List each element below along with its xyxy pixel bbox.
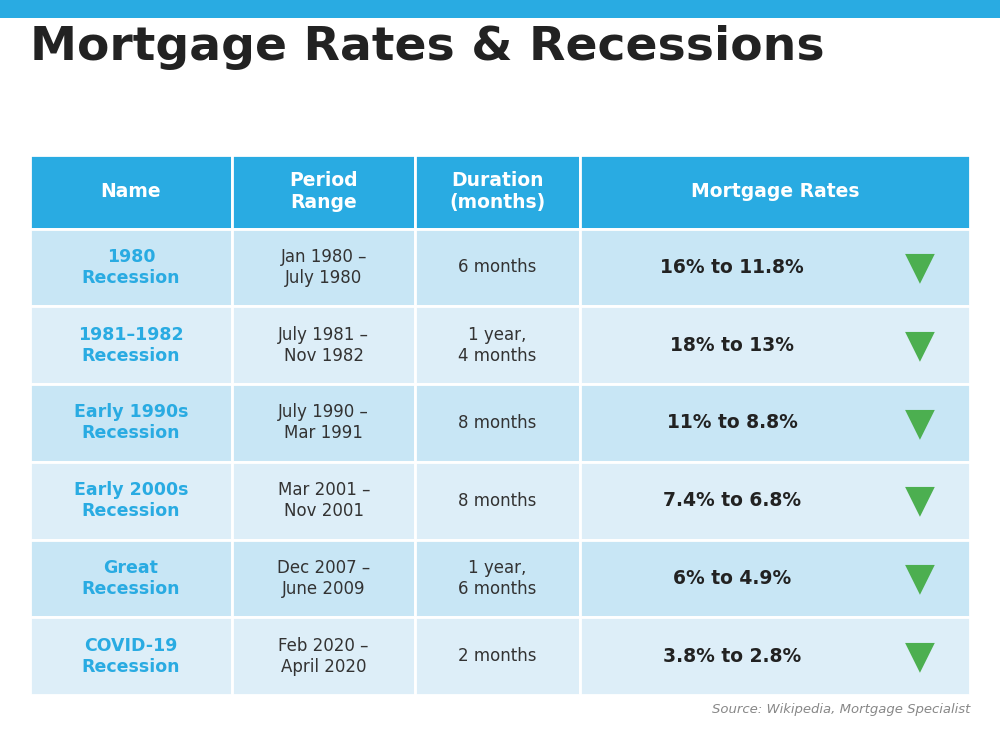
FancyBboxPatch shape: [415, 229, 580, 306]
FancyBboxPatch shape: [580, 462, 970, 539]
Text: COVID-19
Recession: COVID-19 Recession: [82, 637, 180, 676]
Text: Feb 2020 –
April 2020: Feb 2020 – April 2020: [278, 637, 369, 676]
Text: Source: Wikipedia, Mortgage Specialist: Source: Wikipedia, Mortgage Specialist: [712, 703, 970, 715]
FancyBboxPatch shape: [232, 229, 415, 306]
FancyBboxPatch shape: [415, 617, 580, 695]
Text: 2 months: 2 months: [458, 647, 537, 665]
Text: Mortgage Rates & Recessions: Mortgage Rates & Recessions: [30, 26, 825, 70]
FancyBboxPatch shape: [30, 462, 232, 539]
Text: 6 months: 6 months: [458, 259, 537, 277]
Text: ▼: ▼: [905, 482, 935, 520]
Text: ▼: ▼: [905, 637, 935, 675]
FancyBboxPatch shape: [232, 155, 415, 229]
FancyBboxPatch shape: [232, 462, 415, 539]
Text: ▼: ▼: [905, 326, 935, 364]
Text: July 1981 –
Nov 1982: July 1981 – Nov 1982: [278, 326, 369, 364]
Text: 6% to 4.9%: 6% to 4.9%: [673, 568, 791, 588]
FancyBboxPatch shape: [232, 306, 415, 384]
Text: 7.4% to 6.8%: 7.4% to 6.8%: [663, 491, 801, 510]
FancyBboxPatch shape: [30, 539, 232, 617]
FancyBboxPatch shape: [30, 306, 232, 384]
Text: Jan 1980 –
July 1980: Jan 1980 – July 1980: [280, 248, 367, 286]
FancyBboxPatch shape: [580, 306, 970, 384]
Text: Early 2000s
Recession: Early 2000s Recession: [74, 482, 188, 520]
Text: ▼: ▼: [905, 560, 935, 597]
Text: 1 year,
6 months: 1 year, 6 months: [458, 559, 537, 598]
FancyBboxPatch shape: [415, 306, 580, 384]
FancyBboxPatch shape: [580, 384, 970, 462]
FancyBboxPatch shape: [232, 617, 415, 695]
Text: 1981–1982
Recession: 1981–1982 Recession: [78, 326, 184, 364]
Text: ▼: ▼: [905, 404, 935, 442]
Text: 3.8% to 2.8%: 3.8% to 2.8%: [663, 646, 801, 666]
Text: Early 1990s
Recession: Early 1990s Recession: [74, 404, 188, 442]
FancyBboxPatch shape: [30, 229, 232, 306]
Text: Period
Range: Period Range: [289, 171, 358, 212]
FancyBboxPatch shape: [415, 155, 580, 229]
FancyBboxPatch shape: [580, 155, 970, 229]
Text: Great
Recession: Great Recession: [82, 559, 180, 598]
Text: 8 months: 8 months: [458, 492, 537, 510]
Text: 1 year,
4 months: 1 year, 4 months: [458, 326, 537, 364]
FancyBboxPatch shape: [30, 617, 232, 695]
FancyBboxPatch shape: [415, 462, 580, 539]
Text: Name: Name: [101, 182, 161, 201]
Text: 8 months: 8 months: [458, 414, 537, 432]
FancyBboxPatch shape: [415, 384, 580, 462]
Text: ▼: ▼: [905, 248, 935, 286]
FancyBboxPatch shape: [415, 539, 580, 617]
Text: Duration
(months): Duration (months): [450, 171, 546, 212]
Text: 11% to 8.8%: 11% to 8.8%: [667, 413, 797, 432]
FancyBboxPatch shape: [30, 155, 232, 229]
FancyBboxPatch shape: [580, 617, 970, 695]
Text: Mortgage Rates: Mortgage Rates: [691, 182, 859, 201]
Text: Mar 2001 –
Nov 2001: Mar 2001 – Nov 2001: [278, 482, 370, 520]
FancyBboxPatch shape: [580, 229, 970, 306]
Text: July 1990 –
Mar 1991: July 1990 – Mar 1991: [278, 404, 369, 442]
FancyBboxPatch shape: [30, 384, 232, 462]
Text: 16% to 11.8%: 16% to 11.8%: [660, 258, 804, 277]
FancyBboxPatch shape: [232, 539, 415, 617]
FancyBboxPatch shape: [0, 0, 1000, 18]
Text: 1980
Recession: 1980 Recession: [82, 248, 180, 286]
Text: 18% to 13%: 18% to 13%: [670, 336, 794, 355]
FancyBboxPatch shape: [580, 539, 970, 617]
Text: Dec 2007 –
June 2009: Dec 2007 – June 2009: [277, 559, 370, 598]
FancyBboxPatch shape: [232, 384, 415, 462]
